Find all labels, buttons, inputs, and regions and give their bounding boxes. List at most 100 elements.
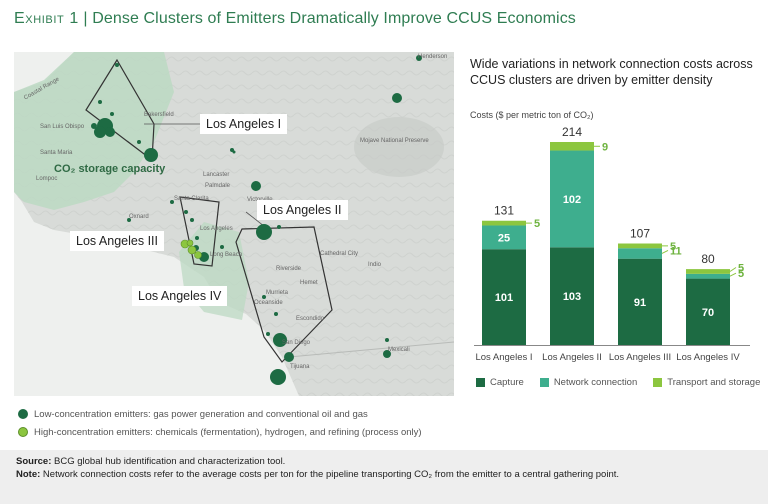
bar-value-label: 5 xyxy=(738,262,744,274)
chart-subtitle: Wide variations in network connection co… xyxy=(470,57,753,87)
emitter-dot xyxy=(194,251,202,259)
bar-segment-transport-and-storage xyxy=(686,269,730,274)
cost-bar-chart: 101 25 5 131 Los Angeles I 103 102 9 214 Los Ange… xyxy=(474,125,750,363)
co2-storage-label: CO₂ storage capacity xyxy=(54,163,166,175)
high-emitter-group xyxy=(180,239,202,259)
emitter-dot xyxy=(262,295,266,299)
place-name: Cathedral City xyxy=(320,251,359,257)
bar-segment-capture xyxy=(686,278,730,345)
emitter-dot xyxy=(266,332,270,336)
emitter-dot xyxy=(232,150,236,154)
place-name: Riverside xyxy=(276,266,302,272)
legend-item-transport: Transport and storage xyxy=(653,377,760,388)
bar-value-label: 11 xyxy=(670,245,682,257)
emitter-dot xyxy=(220,245,224,249)
place-name: Lompoc xyxy=(36,176,58,182)
bar-segment-network-connection xyxy=(686,273,730,279)
high-emitter-dot xyxy=(18,427,28,437)
bar-segment-capture xyxy=(618,258,662,345)
source-line: Source: BCG global hub identification an… xyxy=(16,455,752,468)
legend-label: Network connection xyxy=(553,377,638,388)
emitter-dot xyxy=(110,112,114,116)
place-name: Hemet xyxy=(300,280,318,286)
emitter-dot xyxy=(94,126,106,138)
emitter-dot xyxy=(270,369,286,385)
place-name: Santa Clarita xyxy=(174,196,209,202)
emitter-dot xyxy=(170,200,174,204)
place-name: Tijuana xyxy=(290,364,310,370)
emitter-dot xyxy=(105,127,115,137)
bar-value-label: 102 xyxy=(563,194,581,206)
place-name: Santa Maria xyxy=(40,150,73,156)
place-name: Mexicali xyxy=(388,347,410,353)
bar-value-label: 5 xyxy=(738,268,744,280)
emitter-dot xyxy=(98,100,102,104)
place-name: Oceanside xyxy=(254,300,283,306)
footer: Source: BCG global hub identification an… xyxy=(0,450,768,504)
x-tick-label: Los Angeles IV xyxy=(676,352,740,363)
x-tick-label: Los Angeles I xyxy=(475,352,532,363)
emitter-dot xyxy=(190,218,194,222)
emitter-dot xyxy=(277,225,281,229)
bar-value-label: 9 xyxy=(602,141,608,153)
source-label: Source: xyxy=(16,456,52,467)
bar-value-label: 5 xyxy=(670,241,676,253)
legend-high-text: High-concentration emitters: chemicals (… xyxy=(34,426,422,438)
legend-item-capture: Capture xyxy=(476,377,524,388)
chart-unit-label: Costs ($ per metric ton of CO₂) xyxy=(470,110,594,120)
emitter-dot xyxy=(195,236,199,240)
bar-segment-capture xyxy=(550,247,594,345)
exhibit-title: Exhibit 1 | Dense Clusters of Emitters D… xyxy=(14,10,576,28)
title-text: Dense Clusters of Emitters Dramatically … xyxy=(92,10,576,27)
emitter-dot xyxy=(416,55,422,61)
cluster-label-la2: Los Angeles II xyxy=(257,200,348,220)
bar-value-label: 5 xyxy=(534,218,540,230)
place-name: Henderson xyxy=(418,54,448,60)
place-name: Murrieta xyxy=(266,290,289,296)
map-panel: Coastal Range Bakersfield Santa Maria Sa… xyxy=(14,52,454,396)
emitter-dot xyxy=(137,140,141,144)
emitter-dot xyxy=(274,312,278,316)
place-name: Escondido xyxy=(296,316,325,322)
emitter-dot xyxy=(144,148,158,162)
bar-segment-transport-and-storage xyxy=(550,142,594,151)
emitter-dot xyxy=(385,338,389,342)
note-line: Note: Network connection costs refer to … xyxy=(16,468,752,481)
place-name: San Luis Obispo xyxy=(40,124,85,130)
place-name: Palmdale xyxy=(205,183,231,189)
bar-segment-network-connection xyxy=(482,225,526,250)
low-emitter-dot xyxy=(18,409,28,419)
co2-storage-area xyxy=(14,52,174,210)
x-tick-label: Los Angeles II xyxy=(542,352,602,363)
bar-callout-line xyxy=(729,267,737,272)
cluster-label-la1: Los Angeles I xyxy=(200,114,288,134)
cluster-label-la3: Los Angeles III xyxy=(70,231,165,251)
bar-value-label: 101 xyxy=(495,292,513,304)
place-name: Coastal Range xyxy=(23,76,61,102)
place-name: Indio xyxy=(368,262,382,268)
chart-legend: Capture Network connection Transport and… xyxy=(476,377,768,388)
emitter-dot xyxy=(256,224,272,240)
place-name: San Diego xyxy=(282,340,311,346)
emitter-dot xyxy=(284,352,294,362)
exhibit-label: Exhibit 1 xyxy=(14,10,79,27)
bar-segment-transport-and-storage xyxy=(618,243,662,249)
place-name: Lancaster xyxy=(203,172,230,178)
legend-swatch xyxy=(476,378,485,387)
place-name: Bakersfield xyxy=(144,112,174,118)
emitter-dot xyxy=(392,93,402,103)
place-name: Oxnard xyxy=(129,214,149,220)
legend-swatch xyxy=(539,378,549,387)
bar-value-label: 103 xyxy=(563,291,581,303)
title-separator: | xyxy=(78,10,93,27)
bar-total-label: 80 xyxy=(701,252,715,266)
bar-segment-capture xyxy=(482,249,526,345)
legend-label: Capture xyxy=(490,377,524,388)
bar-segment-network-connection xyxy=(550,150,594,248)
legend-swatch xyxy=(653,378,663,387)
emitter-dot xyxy=(251,181,261,191)
bar-value-label: 25 xyxy=(498,232,510,244)
legend-row-low: Low-concentration emitters: gas power ge… xyxy=(18,405,422,423)
bar-total-label: 131 xyxy=(494,204,514,218)
mexico-border xyxy=(288,341,454,358)
